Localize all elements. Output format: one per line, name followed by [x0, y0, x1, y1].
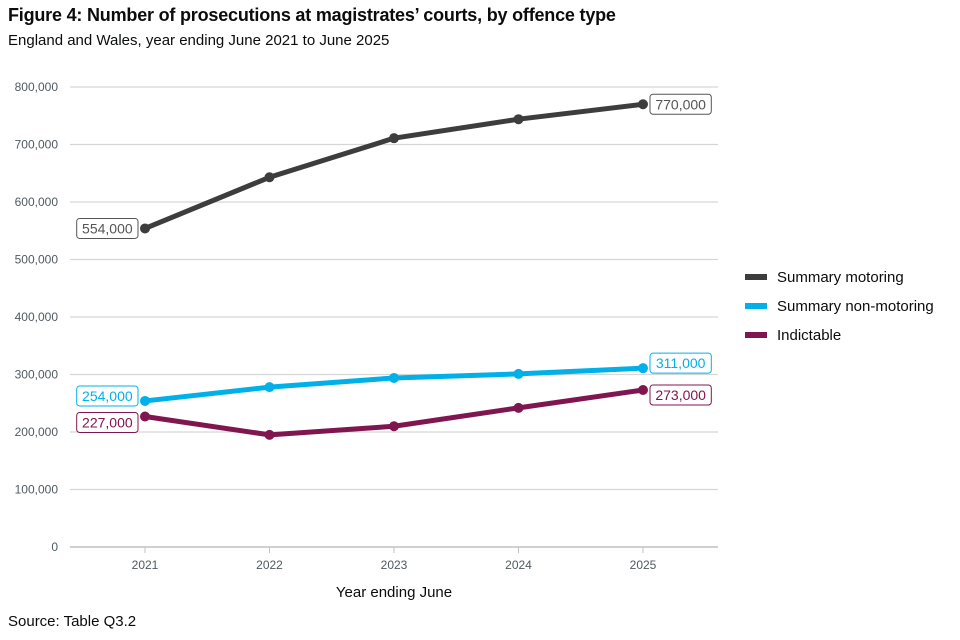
legend-label: Indictable: [777, 327, 841, 344]
data-point-indictable: [264, 429, 275, 440]
data-label-box: [76, 411, 139, 433]
data-point-indictable: [389, 421, 399, 432]
data-label-first-summary-non-motoring: 254,000: [76, 385, 139, 407]
series-line-summary-motoring: [142, 101, 646, 231]
data-point-summary-motoring: [513, 114, 524, 125]
data-point-summary-non-motoring: [513, 368, 524, 379]
data-label-box: [76, 217, 139, 239]
data-label-first-summary-motoring: 554,000: [76, 217, 139, 239]
data-label-last-summary-non-motoring: 311,000: [649, 352, 712, 374]
y-tick-label: 500,000: [15, 253, 59, 267]
data-point-summary-non-motoring: [264, 382, 275, 393]
legend-item-summary-motoring: Summary motoring: [745, 269, 904, 286]
series-group: [140, 99, 648, 440]
x-axis-title: Year ending June: [336, 584, 452, 601]
data-point-summary-motoring: [140, 223, 150, 234]
data-point-summary-non-motoring: [140, 395, 150, 406]
y-axis-ticks: 0 100,000 200,000 300,000 400,000 500,000 600,…: [15, 80, 59, 554]
data-point-summary-non-motoring: [389, 372, 399, 383]
chart-subtitle: England and Wales, year ending June 2021…: [8, 32, 390, 49]
x-tick-label: 2021: [132, 558, 159, 572]
data-label-text: 770,000: [655, 96, 706, 112]
data-label-text: 311,000: [656, 355, 706, 371]
source-note: Source: Table Q3.2: [8, 613, 137, 630]
x-tick-label: 2022: [256, 558, 283, 572]
gridlines: [70, 86, 718, 548]
data-label-box: [76, 385, 139, 407]
data-label-box: [649, 384, 712, 406]
legend-label: Summary non-motoring: [777, 298, 934, 315]
data-label-text: 554,000: [82, 220, 133, 236]
data-labels: 554,000 770,000 254,000 311,000 227,000 273,0…: [76, 93, 712, 433]
legend-swatch: [745, 274, 767, 280]
data-point-indictable: [140, 411, 150, 422]
data-label-first-indictable: 227,000: [76, 411, 139, 433]
data-point-summary-non-motoring: [638, 363, 648, 374]
data-label-box: [649, 352, 712, 374]
data-label-text: 227,000: [82, 414, 133, 430]
data-point-summary-motoring: [638, 99, 648, 110]
data-label-text: 254,000: [82, 388, 133, 404]
legend-item-indictable: Indictable: [745, 327, 841, 344]
x-tick-label: 2025: [630, 558, 657, 572]
y-tick-label: 400,000: [15, 310, 59, 324]
data-point-indictable: [513, 402, 524, 413]
legend-swatch: [745, 332, 767, 338]
y-tick-label: 200,000: [15, 425, 59, 439]
data-label-text: 273,000: [655, 387, 706, 403]
data-point-summary-motoring: [389, 133, 399, 144]
data-label-last-summary-motoring: 770,000: [649, 93, 712, 115]
y-tick-label: 100,000: [15, 483, 59, 497]
y-tick-label: 600,000: [15, 195, 59, 209]
x-axis: 2021 2022 2023 2024 2025: [132, 547, 657, 572]
legend: Summary motoring Summary non-motoring Indi…: [745, 269, 934, 344]
x-tick-label: 2024: [505, 558, 532, 572]
data-label-box: [649, 93, 712, 115]
chart-title: Figure 4: Number of prosecutions at magi…: [8, 5, 616, 25]
legend-label: Summary motoring: [777, 269, 904, 286]
x-tick-label: 2023: [381, 558, 408, 572]
y-tick-label: 0: [51, 540, 58, 554]
data-label-last-indictable: 273,000: [649, 384, 712, 406]
y-tick-label: 800,000: [15, 80, 59, 94]
data-point-summary-motoring: [264, 172, 275, 183]
y-tick-label: 700,000: [15, 138, 59, 152]
data-point-indictable: [638, 385, 648, 396]
legend-item-summary-non-motoring: Summary non-motoring: [745, 298, 934, 315]
legend-swatch: [745, 303, 767, 309]
y-tick-label: 300,000: [15, 368, 59, 382]
